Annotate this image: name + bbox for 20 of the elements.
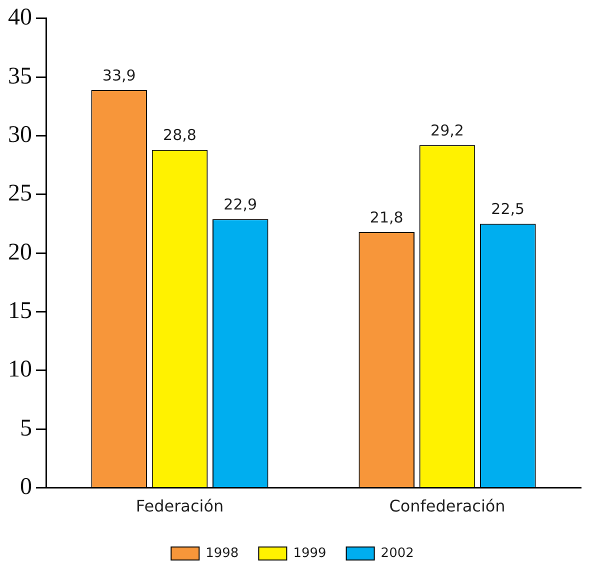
y-tick-label: 5 [20, 415, 32, 442]
y-tick-label: 35 [8, 63, 32, 90]
legend-label: 2002 [380, 546, 414, 561]
data-label: 29,2 [430, 122, 464, 140]
legend-label: 1998 [206, 546, 239, 561]
legend-label: 1999 [293, 546, 326, 561]
y-tick-label: 30 [8, 122, 32, 148]
data-label: 22,5 [491, 200, 525, 218]
y-tick-label: 25 [8, 180, 32, 207]
y-tick-label: 20 [8, 239, 32, 266]
data-label: 33,9 [102, 66, 136, 84]
y-tick-label: 15 [8, 298, 32, 324]
data-label: 22,9 [224, 195, 258, 214]
y-tick-label: 40 [8, 4, 32, 31]
y-tick-label: 0 [20, 474, 32, 500]
data-label: 21,8 [370, 208, 404, 226]
x-tick-label: Confederación [389, 496, 506, 516]
x-tick-label: Federación [136, 496, 224, 516]
y-tick-label: 10 [8, 356, 32, 383]
data-label: 28,8 [163, 126, 196, 144]
